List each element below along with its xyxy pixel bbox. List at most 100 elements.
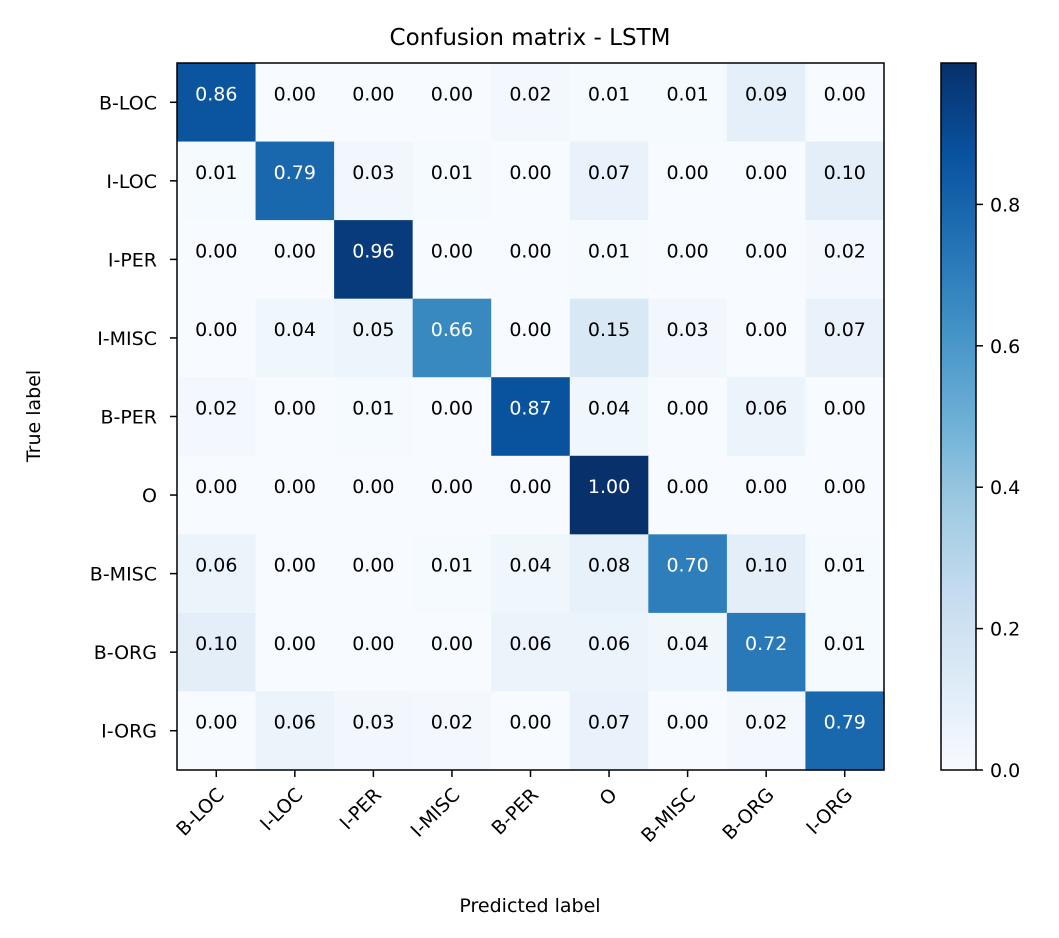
heatmap-cell bbox=[648, 63, 728, 143]
heatmap-cell bbox=[726, 298, 807, 378]
heatmap-cell bbox=[412, 63, 492, 143]
heatmap-cell bbox=[255, 612, 335, 693]
heatmap-cell bbox=[491, 141, 571, 221]
heatmap-cell bbox=[569, 141, 649, 221]
y-tick-label: I-MISC bbox=[97, 328, 157, 350]
cell-value-label: 0.00 bbox=[431, 240, 473, 262]
y-tick-label: B-LOC bbox=[99, 92, 157, 114]
heatmap-cell bbox=[334, 141, 414, 221]
heatmap-cell bbox=[491, 220, 571, 300]
heatmap-cell bbox=[569, 377, 649, 457]
heatmap-cell bbox=[805, 455, 885, 535]
heatmap-cell bbox=[726, 455, 807, 535]
heatmap-cell bbox=[334, 298, 414, 378]
x-tick-label: B-PER bbox=[487, 784, 543, 840]
cell-value-label: 0.09 bbox=[745, 83, 787, 105]
heatmap-cell bbox=[255, 534, 335, 614]
cell-value-label: 0.01 bbox=[666, 83, 708, 105]
cell-value-label: 0.00 bbox=[274, 555, 316, 577]
cell-value-label: 0.87 bbox=[509, 398, 551, 420]
cell-value-label: 0.00 bbox=[431, 398, 473, 420]
cell-value-label: 0.00 bbox=[745, 319, 787, 341]
x-tick-label: I-ORG bbox=[802, 784, 857, 839]
cell-value-label: 0.01 bbox=[431, 555, 473, 577]
heatmap-cell bbox=[648, 534, 728, 614]
heatmap-cell bbox=[334, 63, 414, 143]
cell-value-label: 0.00 bbox=[274, 476, 316, 498]
heatmap-cell bbox=[491, 455, 571, 535]
cell-value-label: 0.72 bbox=[745, 633, 787, 655]
heatmap-cell bbox=[412, 534, 492, 614]
cell-value-label: 0.05 bbox=[352, 319, 394, 341]
cell-value-label: 0.08 bbox=[588, 555, 630, 577]
x-tick-label: I-MISC bbox=[407, 784, 465, 842]
colorbar-tick-label: 0.8 bbox=[990, 194, 1020, 216]
cell-value-label: 0.07 bbox=[588, 712, 630, 734]
cell-value-label: 0.07 bbox=[824, 319, 866, 341]
x-tick-label: I-PER bbox=[336, 784, 386, 834]
heatmap-cell bbox=[177, 534, 257, 614]
cell-value-label: 1.00 bbox=[588, 476, 630, 498]
heatmap-cell bbox=[412, 691, 492, 771]
cell-value-label: 0.00 bbox=[352, 476, 394, 498]
y-tick-label: O bbox=[142, 485, 157, 507]
cell-value-label: 0.00 bbox=[274, 633, 316, 655]
heatmap-cell bbox=[255, 298, 335, 378]
heatmap-cell bbox=[726, 534, 807, 614]
cell-value-label: 0.00 bbox=[509, 240, 551, 262]
heatmap-cell bbox=[177, 63, 257, 143]
cell-value-label: 0.10 bbox=[195, 633, 237, 655]
heatmap-cell bbox=[491, 63, 571, 143]
heatmap-cell bbox=[491, 377, 571, 457]
cell-value-label: 0.00 bbox=[745, 162, 787, 184]
cell-value-label: 0.00 bbox=[195, 319, 237, 341]
heatmap-cell bbox=[648, 691, 728, 771]
cell-value-label: 0.79 bbox=[274, 162, 316, 184]
cell-value-label: 0.00 bbox=[509, 162, 551, 184]
heatmap-cell bbox=[412, 141, 492, 221]
heatmap-cell bbox=[255, 220, 335, 300]
heatmap-cell bbox=[569, 534, 649, 614]
heatmap-cell bbox=[177, 612, 257, 693]
heatmap-cell bbox=[805, 298, 885, 378]
cell-value-label: 0.15 bbox=[588, 319, 630, 341]
y-tick-label: I-PER bbox=[108, 249, 157, 271]
colorbar-tick-label: 0.0 bbox=[990, 760, 1020, 782]
x-axis-ticks: B-LOC I-LOC I-PER I-MISC B-PER O B-MISC B-ORG I-… bbox=[172, 770, 857, 847]
heatmap-cell bbox=[412, 455, 492, 535]
y-tick-label: B-MISC bbox=[90, 564, 157, 586]
heatmap-cell bbox=[177, 455, 257, 535]
cell-value-label: 0.00 bbox=[824, 83, 866, 105]
cell-value-label: 0.66 bbox=[431, 319, 473, 341]
heatmap-cells bbox=[177, 63, 885, 771]
cell-value-label: 0.02 bbox=[745, 712, 787, 734]
cell-value-label: 0.00 bbox=[352, 83, 394, 105]
cell-value-label: 0.00 bbox=[274, 240, 316, 262]
cell-value-label: 0.06 bbox=[274, 712, 316, 734]
heatmap-cell bbox=[569, 298, 649, 378]
cell-value-label: 0.03 bbox=[352, 712, 394, 734]
heatmap-cell bbox=[412, 377, 492, 457]
heatmap-cell bbox=[805, 63, 885, 143]
x-tick-label: B-MISC bbox=[637, 784, 700, 847]
cell-value-label: 0.01 bbox=[431, 162, 473, 184]
colorbar-tick-label: 0.2 bbox=[990, 619, 1020, 641]
heatmap-cell bbox=[805, 141, 885, 221]
heatmap-cell bbox=[491, 298, 571, 378]
heatmap-cell bbox=[491, 612, 571, 693]
cell-value-label: 0.00 bbox=[509, 712, 551, 734]
cell-value-label: 0.00 bbox=[824, 476, 866, 498]
cell-value-label: 0.01 bbox=[824, 633, 866, 655]
heatmap-cell bbox=[177, 298, 257, 378]
cell-value-label: 0.06 bbox=[588, 633, 630, 655]
heatmap-cell bbox=[569, 691, 649, 771]
cell-value-label: 0.04 bbox=[509, 555, 551, 577]
colorbar-tick-label: 0.6 bbox=[990, 336, 1020, 358]
cell-value-label: 0.00 bbox=[666, 240, 708, 262]
cell-value-label: 0.06 bbox=[509, 633, 551, 655]
cell-value-label: 0.86 bbox=[195, 83, 237, 105]
cell-value-label: 0.00 bbox=[666, 476, 708, 498]
cell-value-label: 0.00 bbox=[509, 319, 551, 341]
heatmap-cell bbox=[726, 141, 807, 221]
cell-value-label: 0.01 bbox=[588, 83, 630, 105]
